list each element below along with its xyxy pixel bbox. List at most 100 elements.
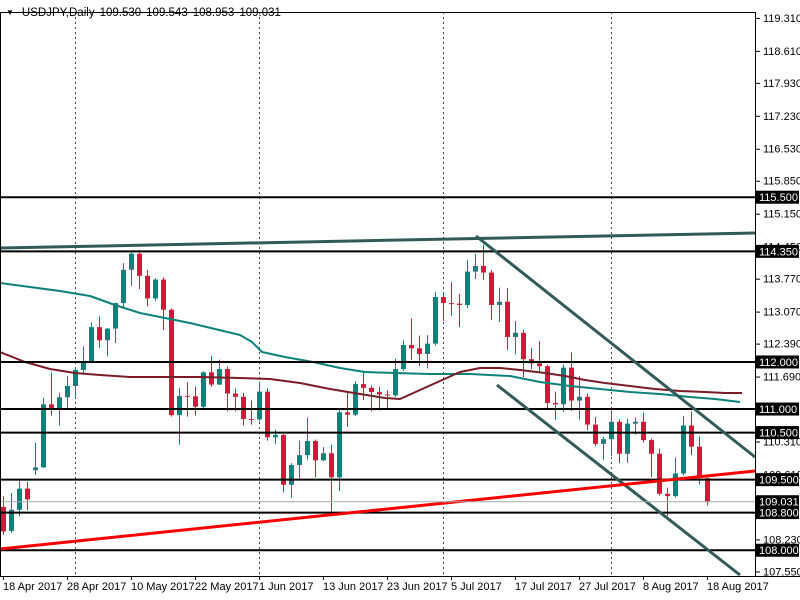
candle-body [185, 395, 190, 397]
symbol-marker-icon[interactable]: ▼ [6, 8, 14, 17]
y-axis-tick-label: 113.770 [763, 274, 800, 286]
candle-body [417, 348, 422, 354]
candle-body [433, 297, 438, 344]
price-badge-label: 111.000 [759, 404, 797, 416]
candle-body [377, 392, 382, 395]
price-level-badge [756, 355, 799, 369]
candle-body [481, 265, 486, 273]
candle-body [145, 275, 150, 299]
price-level-badge [756, 543, 799, 557]
candle-body [593, 424, 598, 444]
y-axis-tick-label: 110.310 [763, 437, 800, 449]
candle-body [329, 453, 334, 478]
candle-body [393, 369, 398, 396]
candle-body [161, 279, 166, 310]
candle-body [65, 385, 70, 398]
candle-body [49, 404, 54, 409]
price-level-badge [756, 190, 799, 204]
candle-body [273, 434, 278, 438]
x-axis-date-label: 28 Apr 2017 [67, 581, 126, 593]
candle-body [73, 369, 78, 386]
ohlc-high: 109.543 [146, 7, 188, 19]
candle-body [193, 396, 198, 407]
price-level-badge [756, 244, 799, 258]
x-axis-date-label: 5 Jul 2017 [451, 581, 502, 593]
trendline-channel-upper[interactable] [475, 234, 756, 459]
candle-body [601, 439, 606, 444]
y-axis-tick-label: 115.150 [763, 209, 800, 221]
candle-body [313, 441, 318, 461]
candle-body [473, 265, 478, 272]
candle-body [657, 453, 662, 494]
trendline-ascending-support[interactable] [0, 469, 756, 551]
y-axis-tick-label: 112.390 [763, 339, 800, 351]
candle-body [385, 394, 390, 396]
candle-body [449, 303, 454, 305]
candle-body [321, 453, 326, 461]
candle-body [505, 301, 510, 338]
price-badge-label: 109.031 [759, 497, 799, 509]
ma-line-teal[interactable] [0, 282, 741, 403]
candle-body [649, 440, 654, 454]
candle-body [441, 297, 446, 304]
candle-body [457, 303, 462, 306]
y-axis-tick-label: 108.230 [763, 534, 800, 546]
candle-body [569, 367, 574, 401]
x-axis-date-label: 8 Aug 2017 [643, 581, 699, 593]
candle-body [489, 272, 494, 306]
x-axis-date-label: 27 Jul 2017 [579, 581, 636, 593]
candle-body [9, 509, 14, 531]
candle-body [497, 301, 502, 306]
ohlc-open: 109.530 [99, 7, 142, 19]
candle-body [609, 421, 614, 440]
current-price-badge [756, 495, 799, 509]
candle-body [265, 391, 270, 438]
y-axis-tick-label: 111.690 [763, 372, 800, 384]
y-axis-tick-label: 115.850 [763, 176, 800, 188]
candle-body [17, 488, 22, 510]
price-level-badge [756, 402, 799, 416]
x-axis-date-label: 10 May 2017 [131, 581, 195, 593]
trendline-long-resistance[interactable] [0, 231, 756, 250]
candle-body [41, 404, 46, 468]
candle-body [545, 366, 550, 403]
candle-body [521, 332, 526, 360]
candle-body [585, 396, 590, 425]
candle-body [409, 345, 414, 349]
candle-body [353, 384, 358, 415]
candle-body [177, 395, 182, 416]
x-axis-date-label: 22 May 2017 [195, 581, 259, 593]
candle-body [401, 345, 406, 370]
ma-line-maroon[interactable] [0, 351, 742, 400]
candle-body [345, 412, 350, 415]
x-axis-date-label: 23 Jun 2017 [387, 581, 448, 593]
candle-body [361, 384, 366, 388]
candle-body [201, 372, 206, 407]
candle-body [513, 332, 518, 338]
x-axis-date-label: 13 Jun 2017 [323, 581, 384, 593]
x-axis-date-label: 1 Jun 2017 [259, 581, 313, 593]
candle-body [617, 421, 622, 454]
candle-body [705, 478, 710, 502]
candle-body [33, 467, 38, 471]
candle-body [697, 446, 702, 478]
candle-body [337, 412, 342, 478]
candle-body [625, 423, 630, 454]
candle-body [105, 328, 110, 341]
candle-body [209, 372, 214, 385]
candle-body [257, 391, 262, 420]
candle-body [281, 434, 286, 485]
candle-body [425, 343, 430, 354]
candle-body [369, 387, 374, 393]
x-axis-date-label: 18 Apr 2017 [3, 581, 62, 593]
price-badge-label: 109.500 [759, 475, 799, 487]
y-axis-tick-label: 107.550 [763, 566, 800, 578]
trendline-channel-lower[interactable] [496, 383, 741, 577]
price-badge-label: 114.350 [759, 246, 798, 258]
candle-body [537, 363, 542, 367]
candle-body [81, 361, 86, 370]
candle-body [689, 425, 694, 447]
